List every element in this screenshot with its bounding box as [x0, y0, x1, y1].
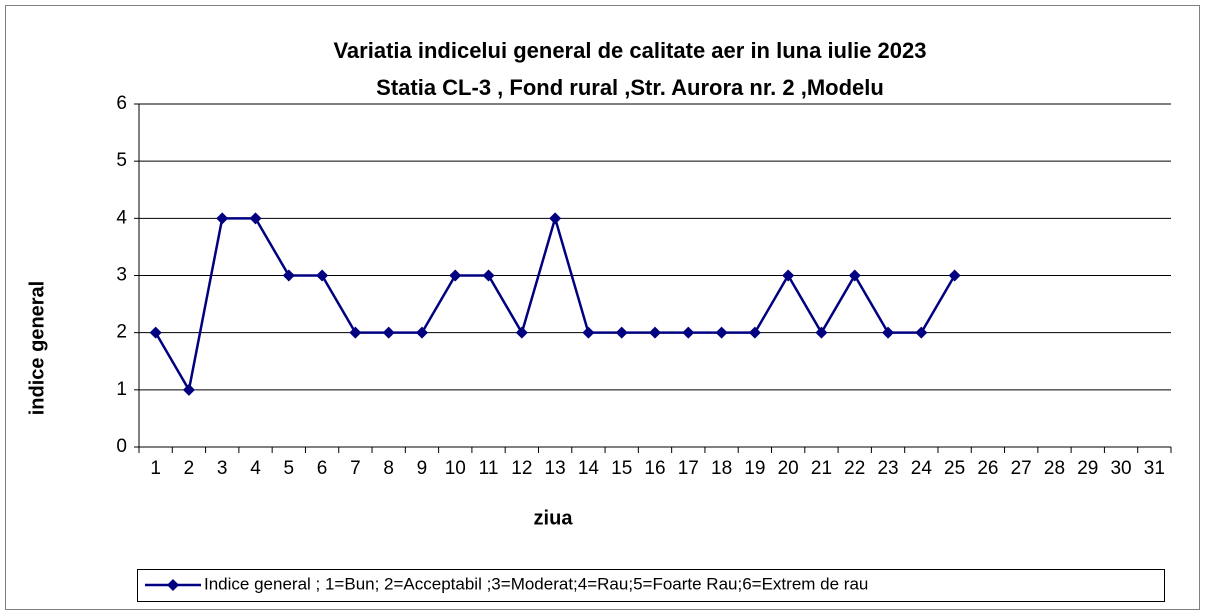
y-tick-label: 4 [116, 207, 127, 228]
data-point [216, 212, 229, 225]
y-tick-label: 6 [116, 93, 127, 114]
x-tick-label: 31 [1144, 458, 1165, 479]
data-point [649, 326, 661, 339]
data-point [449, 269, 462, 282]
x-tick-label: 2 [184, 458, 195, 479]
data-point [182, 383, 195, 396]
x-tick-label: 26 [977, 458, 998, 479]
data-point [948, 269, 961, 282]
x-tick-label: 12 [511, 458, 532, 479]
y-tick-label: 2 [116, 322, 127, 343]
data-point [615, 326, 628, 339]
data-point [515, 326, 528, 339]
x-tick-label: 14 [578, 458, 600, 479]
data-point [382, 326, 395, 339]
x-tick-label: 28 [1044, 458, 1065, 479]
x-tick-label: 11 [479, 458, 499, 479]
data-point [316, 269, 329, 282]
x-tick-label: 1 [150, 458, 161, 479]
data-point [482, 269, 495, 282]
data-point [282, 269, 295, 282]
x-tick-label: 24 [911, 458, 933, 479]
data-point [549, 212, 562, 225]
data-point [882, 326, 895, 339]
x-tick-label: 10 [445, 458, 466, 479]
x-tick-label: 21 [811, 458, 832, 479]
x-tick-label: 15 [611, 458, 632, 479]
x-tick-label: 6 [317, 458, 328, 479]
x-tick-label: 5 [284, 458, 295, 479]
data-point [848, 269, 861, 282]
x-tick-label: 22 [844, 458, 865, 479]
data-point [249, 212, 262, 225]
x-tick-label: 25 [944, 458, 965, 479]
x-tick-label: 19 [744, 458, 765, 479]
data-point [715, 326, 728, 339]
data-point [815, 326, 828, 339]
x-tick-label: 30 [1110, 458, 1131, 479]
x-tick-label: 4 [250, 458, 261, 479]
x-tick-label: 29 [1077, 458, 1098, 479]
legend-marker [167, 579, 179, 591]
x-tick-label: 20 [778, 458, 799, 479]
legend-box [137, 569, 1165, 602]
x-tick-label: 17 [678, 458, 699, 479]
y-tick-label: 5 [116, 150, 127, 171]
y-tick-label: 1 [116, 379, 127, 400]
chart-title: Variatia indicelui general de calitate a… [333, 38, 926, 63]
data-point [415, 326, 428, 339]
data-point [582, 326, 595, 339]
data-point [349, 326, 362, 339]
x-axis-title: ziua [534, 507, 574, 529]
x-tick-label: 13 [545, 458, 566, 479]
x-tick-label: 9 [417, 458, 428, 479]
y-tick-label: 0 [116, 436, 127, 457]
data-point [682, 326, 695, 339]
x-tick-label: 23 [877, 458, 898, 479]
x-tick-label: 16 [644, 458, 665, 479]
x-tick-label: 27 [1011, 458, 1032, 479]
x-tick-label: 18 [711, 458, 732, 479]
y-axis-title: indice general [26, 281, 48, 416]
x-tick-label: 7 [350, 458, 361, 479]
chart-subtitle: Statia CL-3 , Fond rural ,Str. Aurora nr… [376, 75, 884, 100]
data-point [782, 269, 795, 282]
x-tick-label: 8 [383, 458, 394, 479]
legend-text: Indice general ; 1=Bun; 2=Acceptabil ;3=… [204, 574, 868, 593]
y-tick-label: 3 [116, 265, 127, 286]
data-point [149, 326, 162, 339]
x-tick-label: 3 [217, 458, 228, 479]
data-point [915, 326, 928, 339]
data-point [748, 326, 761, 339]
